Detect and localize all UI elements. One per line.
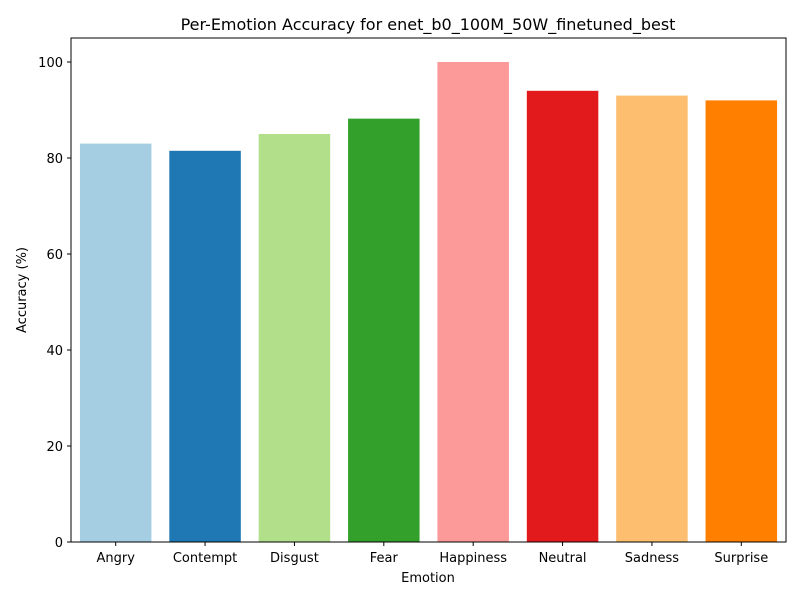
bar-fear bbox=[348, 118, 420, 542]
axes-frame bbox=[70, 37, 787, 543]
x-tick-label: Happiness bbox=[439, 551, 507, 566]
x-tick-label: Neutral bbox=[539, 551, 587, 566]
y-tick-label: 20 bbox=[46, 440, 63, 455]
bar-disgust bbox=[258, 134, 331, 542]
x-tick-label: Disgust bbox=[270, 551, 319, 566]
x-tick-label: Surprise bbox=[714, 551, 768, 566]
x-tick-label: Fear bbox=[370, 551, 399, 566]
y-axis-label: Accuracy (%) bbox=[15, 247, 30, 333]
x-tick-label: Contempt bbox=[173, 551, 237, 566]
bars-group bbox=[79, 62, 778, 543]
y-tick-label: 0 bbox=[55, 536, 63, 551]
x-axis-label: Emotion bbox=[401, 571, 455, 586]
y-tick-label: 60 bbox=[46, 248, 63, 263]
y-tick-label: 40 bbox=[46, 344, 63, 359]
x-tick-label: Angry bbox=[96, 551, 135, 566]
bar-sadness bbox=[616, 95, 688, 542]
bar-happiness bbox=[437, 62, 509, 542]
y-tick-label: 100 bbox=[38, 56, 63, 71]
x-tick-label: Sadness bbox=[625, 551, 679, 566]
bar-angry bbox=[79, 143, 152, 542]
bar-neutral bbox=[526, 90, 599, 543]
chart-title: Per-Emotion Accuracy for enet_b0_100M_50… bbox=[181, 15, 676, 35]
y-axis-ticks: 0 20 40 60 80 100 bbox=[38, 56, 71, 551]
x-axis-ticks: Angry Contempt Disgust Fear Happiness Neutral… bbox=[96, 542, 768, 566]
bar-contempt bbox=[169, 150, 241, 543]
y-tick-label: 80 bbox=[46, 152, 63, 167]
bar-surprise bbox=[705, 100, 778, 543]
